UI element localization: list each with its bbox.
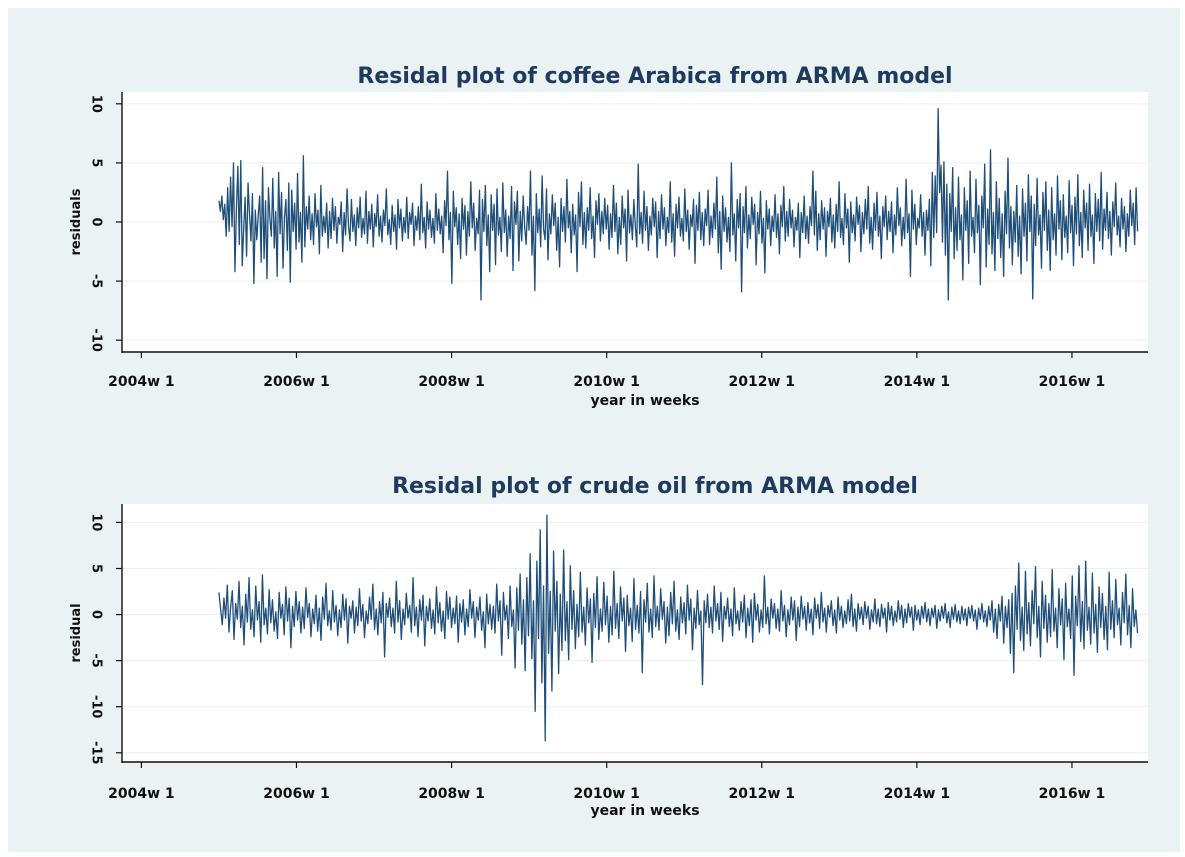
x-tick-label: 2014w 1 bbox=[884, 374, 951, 390]
x-tick-label: 2014w 1 bbox=[884, 786, 951, 802]
x-tick-label: 2008w 1 bbox=[418, 786, 485, 802]
x-tick-label: 2016w 1 bbox=[1039, 786, 1106, 802]
chart-title-1: Residal plot of coffee Arabica from ARMA… bbox=[357, 64, 952, 89]
y-tick-label: 10 bbox=[89, 95, 104, 113]
x-tick-label: 2012w 1 bbox=[729, 786, 796, 802]
y-tick-label: -15 bbox=[89, 741, 104, 765]
y-tick-label: -5 bbox=[89, 274, 104, 288]
x-tick-label: 2010w 1 bbox=[573, 786, 640, 802]
x-axis-label: year in weeks bbox=[590, 803, 699, 819]
y-tick-label: 5 bbox=[89, 158, 104, 167]
y-tick-label: 0 bbox=[89, 610, 104, 619]
y-tick-label: 5 bbox=[89, 564, 104, 573]
y-tick-label: 0 bbox=[89, 217, 104, 226]
y-tick-label: 10 bbox=[89, 513, 104, 531]
x-tick-label: 2008w 1 bbox=[418, 374, 485, 390]
x-tick-label: 2012w 1 bbox=[729, 374, 796, 390]
y-axis-label: residual bbox=[69, 603, 84, 662]
x-axis-label: year in weeks bbox=[590, 393, 699, 409]
x-tick-label: 2010w 1 bbox=[573, 374, 640, 390]
x-tick-label: 2004w 1 bbox=[108, 786, 175, 802]
x-tick-label: 2006w 1 bbox=[263, 786, 330, 802]
x-tick-label: 2006w 1 bbox=[263, 374, 330, 390]
x-tick-label: 2004w 1 bbox=[108, 374, 175, 390]
x-tick-label: 2016w 1 bbox=[1039, 374, 1106, 390]
y-tick-label: -5 bbox=[89, 653, 104, 667]
y-axis-label: residuals bbox=[69, 188, 84, 255]
series-line-2-1 bbox=[218, 514, 1139, 742]
y-tick-label: -10 bbox=[89, 695, 104, 719]
y-tick-label: -10 bbox=[89, 328, 104, 352]
plot-region-2 bbox=[122, 504, 1148, 762]
series-line-1-1 bbox=[218, 107, 1139, 301]
chart-title-2: Residal plot of crude oil from ARMA mode… bbox=[392, 474, 918, 499]
